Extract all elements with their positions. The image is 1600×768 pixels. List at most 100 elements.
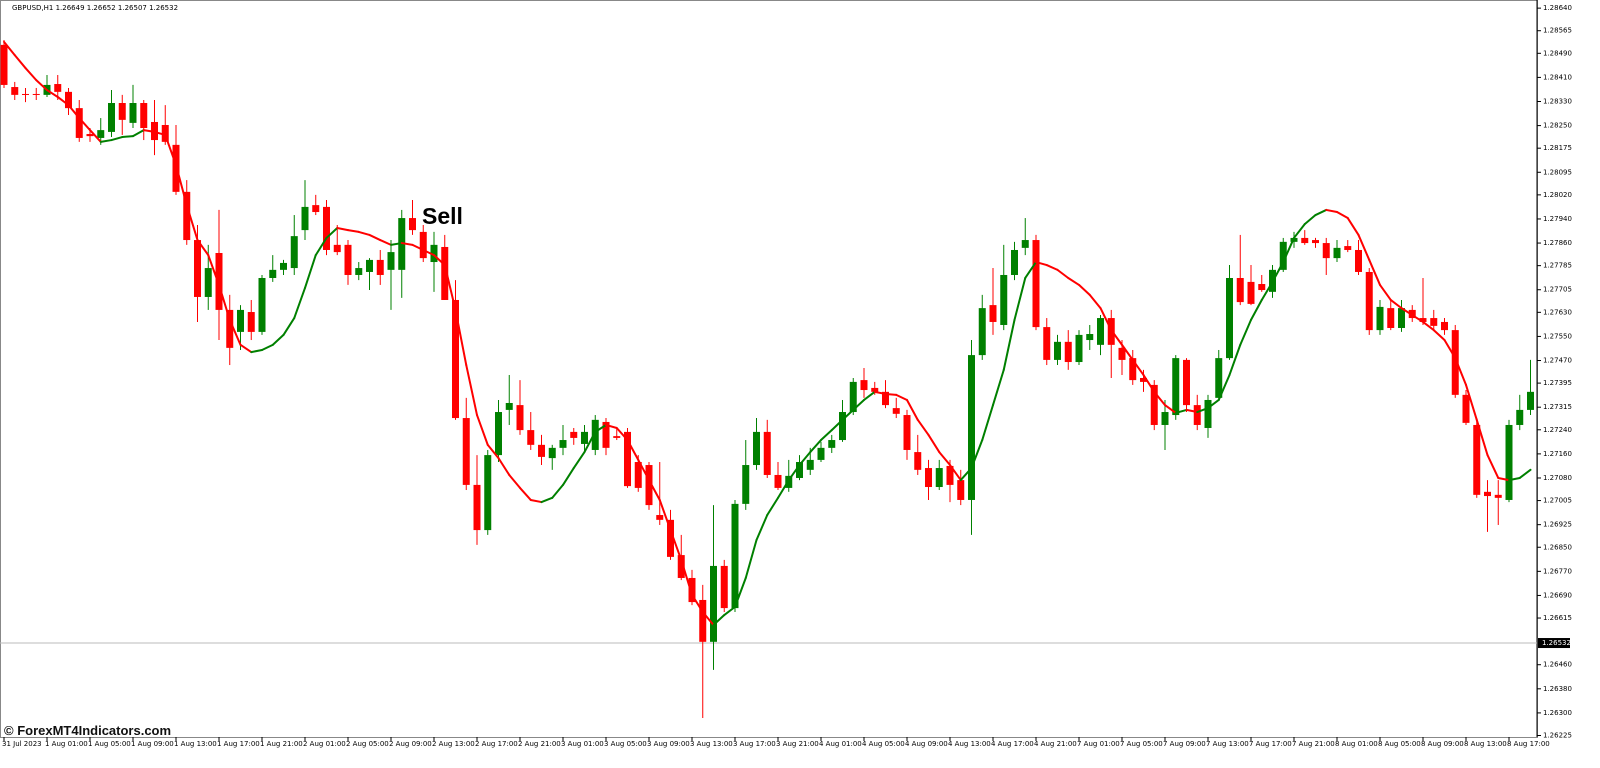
ma-segment <box>1174 408 1188 414</box>
candle-body <box>1301 237 1309 244</box>
ma-segment <box>529 498 543 504</box>
candle-body <box>978 308 986 356</box>
candle-body <box>1430 318 1438 326</box>
ma-segment <box>465 364 478 417</box>
ma-segment <box>583 430 597 454</box>
watermark: © ForexMT4Indicators.com <box>4 723 171 738</box>
y-tick-label: 1.28250 <box>1543 122 1572 130</box>
candle-body <box>634 462 642 488</box>
candle-body <box>1441 321 1448 331</box>
ma-segment <box>282 317 296 336</box>
ma-segment <box>809 439 822 454</box>
ma-segment <box>1325 208 1338 214</box>
candle-body <box>1097 318 1104 345</box>
x-tick-label: 1 Aug 13:00 <box>174 740 217 748</box>
y-tick-label: 1.26850 <box>1543 543 1572 551</box>
ma-segment <box>46 89 59 98</box>
ma-segment <box>132 129 145 138</box>
x-tick-label: 1 Aug 21:00 <box>260 740 303 748</box>
candle-body <box>1355 249 1362 272</box>
x-tick-label: 3 Aug 05:00 <box>604 740 647 748</box>
candle-body <box>828 440 836 448</box>
ma-segment <box>798 451 812 467</box>
y-tick-label: 1.27240 <box>1543 426 1572 434</box>
ma-segment <box>615 426 629 442</box>
ma-segment <box>1196 407 1209 414</box>
ma-segment <box>336 226 349 232</box>
candle-body <box>1451 330 1459 395</box>
ma-segment <box>820 429 833 442</box>
candle-body <box>1021 240 1029 248</box>
candle-body <box>441 246 449 300</box>
ma-segment <box>1035 261 1048 267</box>
ma-segment <box>486 443 500 460</box>
y-tick-label: 1.26770 <box>1543 567 1572 575</box>
candle-body <box>118 103 126 120</box>
candle-body <box>1075 334 1083 363</box>
ma-segment <box>379 239 392 246</box>
ma-segment <box>637 458 650 482</box>
ma-segment <box>540 496 554 504</box>
candle-body <box>559 440 567 448</box>
y-tick-label: 1.28565 <box>1543 27 1572 35</box>
candle-body <box>699 599 707 642</box>
candle-body <box>1312 240 1319 244</box>
ma-segment <box>1293 223 1306 239</box>
candle-body <box>1193 405 1201 425</box>
candle-body <box>1516 409 1524 425</box>
x-tick-label: 7 Aug 13:00 <box>1206 740 1249 748</box>
ma-segment <box>433 254 446 267</box>
y-tick-label: 1.27160 <box>1543 450 1572 458</box>
candle-body <box>1462 394 1470 423</box>
y-tick-label: 1.27550 <box>1543 332 1572 340</box>
ma-segment <box>572 451 586 470</box>
y-tick-label: 1.26380 <box>1543 685 1572 693</box>
ma-segment <box>787 464 801 482</box>
ma-segment <box>508 473 521 489</box>
candle-body <box>290 236 298 269</box>
y-tick-label: 1.28095 <box>1543 168 1572 176</box>
candle-body <box>1150 384 1158 425</box>
ma-segment <box>67 104 81 120</box>
ma-segment <box>658 498 672 532</box>
ma-segment <box>347 229 360 233</box>
ma-segment <box>884 392 898 396</box>
ma-segment <box>680 558 693 596</box>
candle-body <box>860 380 868 391</box>
ma-segment <box>110 136 124 142</box>
ma-segment <box>1088 293 1102 310</box>
ma-segment <box>368 233 382 242</box>
y-tick-label: 1.28640 <box>1543 4 1572 12</box>
ma-segment <box>497 457 511 476</box>
ma-segment <box>830 418 844 432</box>
x-tick-label: 7 Aug 21:00 <box>1292 740 1335 748</box>
candle-body <box>204 268 212 297</box>
candle-body <box>269 269 277 278</box>
ma-segment <box>959 467 973 482</box>
candle-body <box>871 387 879 392</box>
x-tick-label: 4 Aug 13:00 <box>948 740 991 748</box>
candle-body <box>1247 281 1255 304</box>
y-tick-label: 1.28490 <box>1543 49 1572 57</box>
y-tick-label: 1.26300 <box>1543 709 1572 717</box>
candle-body <box>409 218 416 231</box>
ma-segment <box>1260 280 1274 301</box>
candle-body <box>97 130 105 138</box>
ma-segment <box>1271 261 1285 283</box>
x-tick-label: 4 Aug 01:00 <box>819 740 862 748</box>
candle-body <box>1236 277 1244 303</box>
x-tick-label: 8 Aug 17:00 <box>1507 740 1550 748</box>
x-tick-label: 8 Aug 01:00 <box>1335 740 1378 748</box>
ma-segment <box>766 496 779 517</box>
ma-segment <box>519 486 532 501</box>
candle-body <box>312 205 320 213</box>
candle-body <box>1387 308 1395 328</box>
candle-body <box>1032 240 1040 328</box>
candle-body <box>323 206 330 250</box>
y-tick-label: 1.28175 <box>1543 144 1572 152</box>
ma-segment <box>949 464 962 482</box>
ma-segment <box>1250 298 1263 321</box>
candle-body <box>731 503 739 609</box>
x-tick-label: 8 Aug 05:00 <box>1378 740 1421 748</box>
ma-segment <box>777 479 790 499</box>
